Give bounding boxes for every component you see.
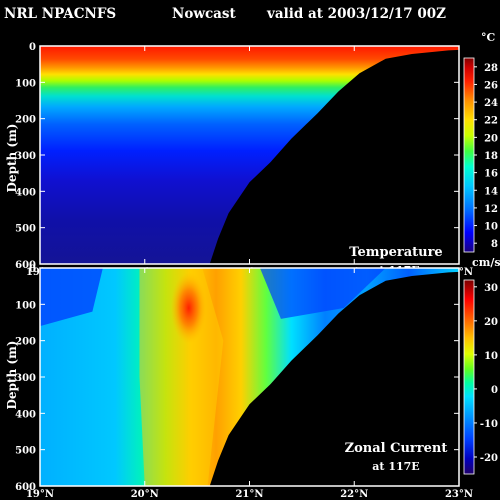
x-tick-label: 21°N [235, 489, 263, 500]
y-tick-label: 600 [15, 482, 36, 493]
temperature-colorbar-ticks: 8 10 12 14 16 18 20 22 24 26 28 [474, 63, 498, 250]
temperature-land-mask [209, 49, 459, 264]
zonal-current-land-mask [209, 271, 459, 486]
colorbar-tick-label: -10 [480, 419, 498, 430]
x-tick-label: 22°N [340, 489, 368, 500]
header-title: NRL NPACNFS Nowcast valid at 2003/12/17 … [0, 6, 500, 70]
colorbar-tick-label: 10 [484, 351, 498, 362]
zonal-current-field [40, 268, 459, 486]
colorbar-tick-label: 10 [484, 222, 498, 233]
colorbar-tick-label: 26 [484, 80, 498, 91]
zonal-current-y-axis: 0 100 200 300 400 500 600 [15, 264, 459, 493]
x-tick-label: 19°N [26, 489, 54, 500]
zonal-current-title: Zonal Current [345, 441, 448, 456]
y-tick-label: 200 [15, 115, 36, 126]
temperature-colorbar [463, 57, 475, 253]
x-tick-label: 20°N [131, 489, 159, 500]
zonal-current-jet-core [170, 271, 207, 344]
forecast-type: Nowcast [172, 6, 236, 22]
zonal-current-panel: 19°N 20°N 21°N 22°N 23°N 0100200300400500600… [5, 256, 500, 500]
y-tick-label: 100 [15, 300, 36, 311]
zonal-current-westward-a [40, 268, 103, 327]
x-tick-label: 23°N [445, 489, 473, 500]
colorbar-tick-label: 22 [484, 116, 498, 127]
temperature-colorbar-unit: °C [481, 31, 496, 44]
temperature-title: Temperature [349, 245, 442, 260]
colorbar-tick-label: 20 [484, 317, 498, 328]
y-tick-label: 0 [29, 42, 36, 53]
y-tick-label: 600 [15, 260, 36, 271]
zonal-current-colorbar-unit: cm/s [472, 256, 500, 269]
colorbar-tick-label: -20 [480, 453, 498, 464]
colorbar-tick-label: 28 [484, 63, 498, 74]
temperature-panel: 19°N20°N21°N22°N23°N 0100200300400500600… [5, 31, 498, 278]
colorbar-tick-label: 8 [491, 239, 498, 250]
colorbar-tick-label: 16 [484, 169, 498, 180]
colorbar-tick-label: 12 [484, 204, 498, 215]
zonal-current-ylabel: Depth (m) [5, 341, 19, 410]
colorbar-tick-label: 0 [491, 385, 498, 396]
temperature-y-axis: 0 100 200 300 400 500 600 [15, 42, 459, 271]
zonal-current-subtitle: at 117E [372, 460, 419, 473]
y-tick-label: 300 [15, 151, 36, 162]
colorbar-tick-label: 18 [484, 151, 498, 162]
zonal-current-colorbar [463, 279, 475, 475]
colorbar-tick-label: 20 [484, 133, 498, 144]
valid-time: valid at 2003/12/17 00Z [267, 6, 447, 22]
y-tick-label: 100 [15, 78, 36, 89]
y-tick-label: 400 [15, 409, 36, 420]
temperature-field [40, 46, 459, 264]
zonal-current-x-axis: 19°N 20°N 21°N 22°N 23°N [26, 268, 473, 500]
y-tick-label: 300 [15, 373, 36, 384]
y-tick-label: 500 [15, 224, 36, 235]
zonal-current-westward-b [259, 268, 386, 319]
colorbar-tick-label: 24 [484, 98, 498, 109]
colorbar-tick-label: 14 [484, 186, 498, 197]
y-tick-label: 500 [15, 446, 36, 457]
y-tick-label: 400 [15, 187, 36, 198]
zonal-current-colorbar-ticks: -20 -10 0 10 20 30 [474, 283, 498, 464]
colorbar-tick-label: 30 [484, 283, 498, 294]
y-tick-label: 0 [29, 264, 36, 275]
y-tick-label: 200 [15, 337, 36, 348]
temperature-ylabel: Depth (m) [5, 124, 19, 193]
model-name: NRL NPACNFS [4, 6, 117, 22]
